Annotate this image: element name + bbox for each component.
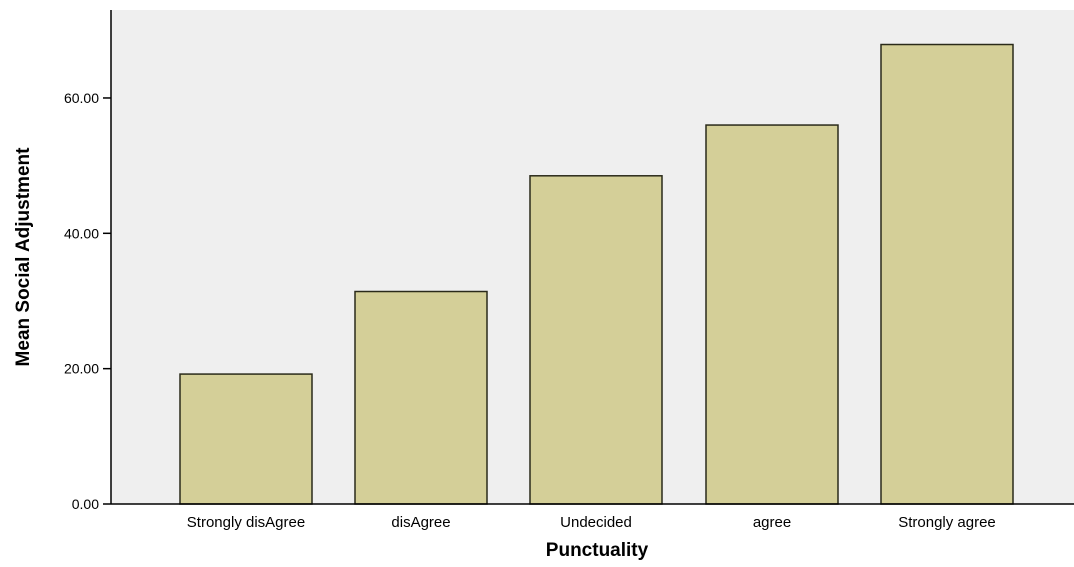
x-category-label: agree: [753, 514, 791, 531]
x-category-label: disAgree: [391, 514, 450, 531]
x-category-label: Strongly disAgree: [187, 514, 305, 531]
y-axis-ticks: 0.00 20.00 40.00 60.00: [64, 90, 111, 512]
x-category-label: Undecided: [560, 514, 632, 531]
x-category-label: Strongly agree: [898, 514, 996, 531]
y-axis-title: Mean Social Adjustment: [13, 147, 34, 367]
x-axis-labels: Strongly disAgree disAgree Undecided agree S…: [187, 514, 996, 531]
bar-undecided: [529, 175, 663, 505]
x-axis-title: Punctuality: [546, 540, 649, 561]
y-tick-label: 0.00: [72, 496, 99, 512]
bar-agree: [705, 124, 839, 505]
bar-strongly-disagree: [179, 373, 313, 505]
bars-layer: [179, 43, 1014, 505]
y-tick-label: 40.00: [64, 225, 99, 241]
bar-disagree: [354, 290, 488, 505]
bar-strongly-agree: [880, 43, 1014, 505]
y-tick-label: 60.00: [64, 90, 99, 106]
y-tick-label: 20.00: [64, 361, 99, 377]
